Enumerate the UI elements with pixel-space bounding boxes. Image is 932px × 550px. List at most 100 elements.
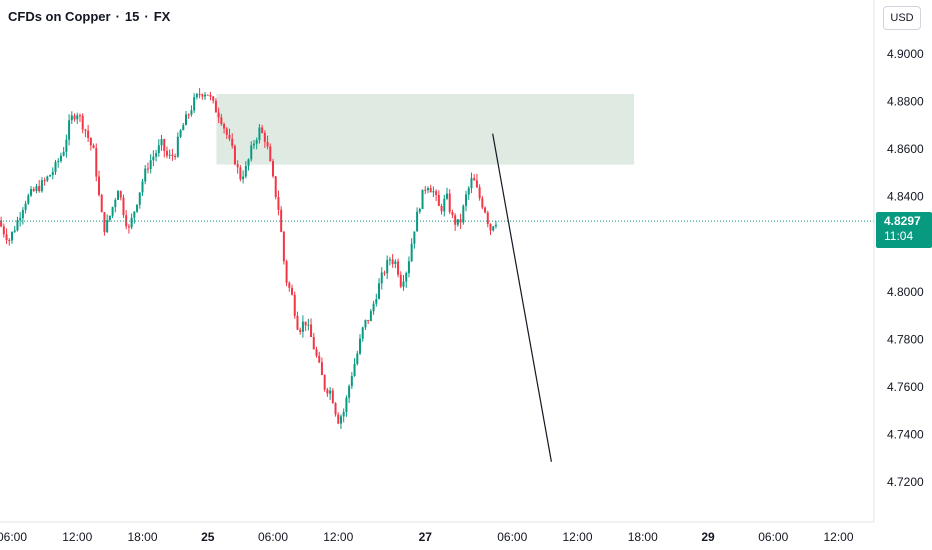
candle-body: [182, 125, 185, 131]
candle-body: [301, 321, 304, 332]
candle-body: [467, 188, 470, 195]
candle-body: [24, 203, 27, 210]
candle-body: [288, 282, 291, 288]
candle-body: [312, 336, 315, 350]
candle-body: [146, 168, 149, 170]
candle-body: [212, 96, 215, 101]
candle-body: [247, 159, 250, 166]
candle-body: [280, 209, 283, 232]
candle-body: [168, 154, 171, 156]
candle-body: [337, 414, 340, 424]
candle-body: [220, 117, 223, 125]
price-axis[interactable]: 4.90004.88004.86004.84004.82004.80004.78…: [873, 0, 924, 522]
candle-body: [252, 143, 255, 146]
time-tick-label: 18:00: [127, 530, 157, 544]
candle-body: [424, 189, 427, 191]
currency-button[interactable]: USD: [883, 6, 921, 30]
bar-countdown: 11:04: [884, 229, 914, 243]
candle-body: [59, 155, 62, 162]
candle-body: [435, 191, 438, 196]
candle-body: [206, 94, 209, 96]
candle-body: [133, 211, 136, 218]
candle-body: [122, 197, 125, 216]
candle-body: [27, 195, 30, 204]
candle-body: [13, 230, 16, 232]
candle-body: [397, 261, 400, 275]
candle-body: [155, 153, 158, 157]
title-separator: ·: [115, 9, 120, 24]
candle-body: [486, 212, 489, 225]
price-tick-label: 4.7200: [887, 475, 924, 489]
title-separator: ·: [144, 9, 149, 24]
time-tick-label: 12:00: [62, 530, 92, 544]
candle-body: [32, 189, 35, 191]
candle-body: [261, 127, 264, 133]
candle-body: [456, 219, 459, 225]
candle-body: [266, 141, 269, 147]
candle-body: [144, 168, 147, 182]
candle-body: [462, 205, 465, 223]
candle-body: [443, 198, 446, 212]
candle-body: [201, 94, 204, 97]
candle-body: [383, 272, 386, 274]
candle-body: [407, 261, 410, 274]
candle-body: [233, 145, 236, 165]
candle-body: [339, 416, 342, 424]
candle-body: [117, 191, 120, 200]
candle-body: [95, 148, 98, 177]
candle-body: [8, 240, 11, 242]
price-tick-label: 4.8800: [887, 95, 924, 109]
candle-body: [473, 178, 476, 181]
candle-body: [239, 167, 242, 180]
time-tick-label: 27: [419, 530, 433, 544]
candle-body: [277, 197, 280, 210]
resistance-zone: [216, 93, 635, 165]
candle-body: [11, 231, 13, 241]
chart-title[interactable]: CFDs on Copper · 15 · FX: [8, 9, 170, 24]
time-tick-label: 12:00: [323, 530, 353, 544]
candle-body: [89, 137, 92, 146]
candle-body: [103, 212, 106, 233]
candle-body: [388, 259, 391, 261]
candle-body: [454, 215, 457, 225]
candle-body: [114, 199, 117, 208]
candle-body: [320, 362, 323, 376]
candle-body: [421, 189, 424, 209]
candle-body: [293, 294, 296, 316]
candle-body: [255, 140, 258, 144]
candle-body: [127, 226, 130, 228]
candle-body: [369, 311, 372, 322]
candle-body: [459, 219, 462, 223]
candle-body: [323, 375, 326, 390]
candle-body: [214, 100, 217, 113]
candle-body: [92, 145, 95, 149]
candle-body: [76, 115, 79, 120]
candle-body: [19, 218, 22, 221]
candle-body: [176, 136, 179, 157]
candle-body: [193, 97, 196, 111]
candle-body: [470, 178, 473, 189]
candle-body: [282, 231, 285, 262]
candle-body: [16, 220, 19, 231]
candle-body: [440, 205, 443, 212]
candles-layer: [0, 88, 497, 429]
candle-body: [315, 349, 318, 356]
resistance-zone-layer: [216, 93, 635, 165]
candle-body: [304, 321, 307, 326]
candle-body: [285, 261, 288, 283]
candle-body: [394, 261, 397, 265]
candle-body: [136, 204, 139, 212]
candle-body: [350, 376, 353, 387]
candle-body: [46, 176, 49, 181]
candle-body: [108, 215, 111, 221]
candle-body: [418, 208, 421, 212]
candle-body: [372, 303, 375, 312]
candle-body: [402, 281, 405, 287]
candle-body: [119, 191, 122, 198]
candle-body: [198, 94, 201, 96]
candle-body: [231, 138, 234, 146]
candle-body: [307, 324, 310, 326]
candle-body: [465, 194, 468, 206]
time-axis[interactable]: 06:00 12:00 18:00 25 06:00 12:00 27 06:00 12:00 1…: [0, 521, 874, 544]
